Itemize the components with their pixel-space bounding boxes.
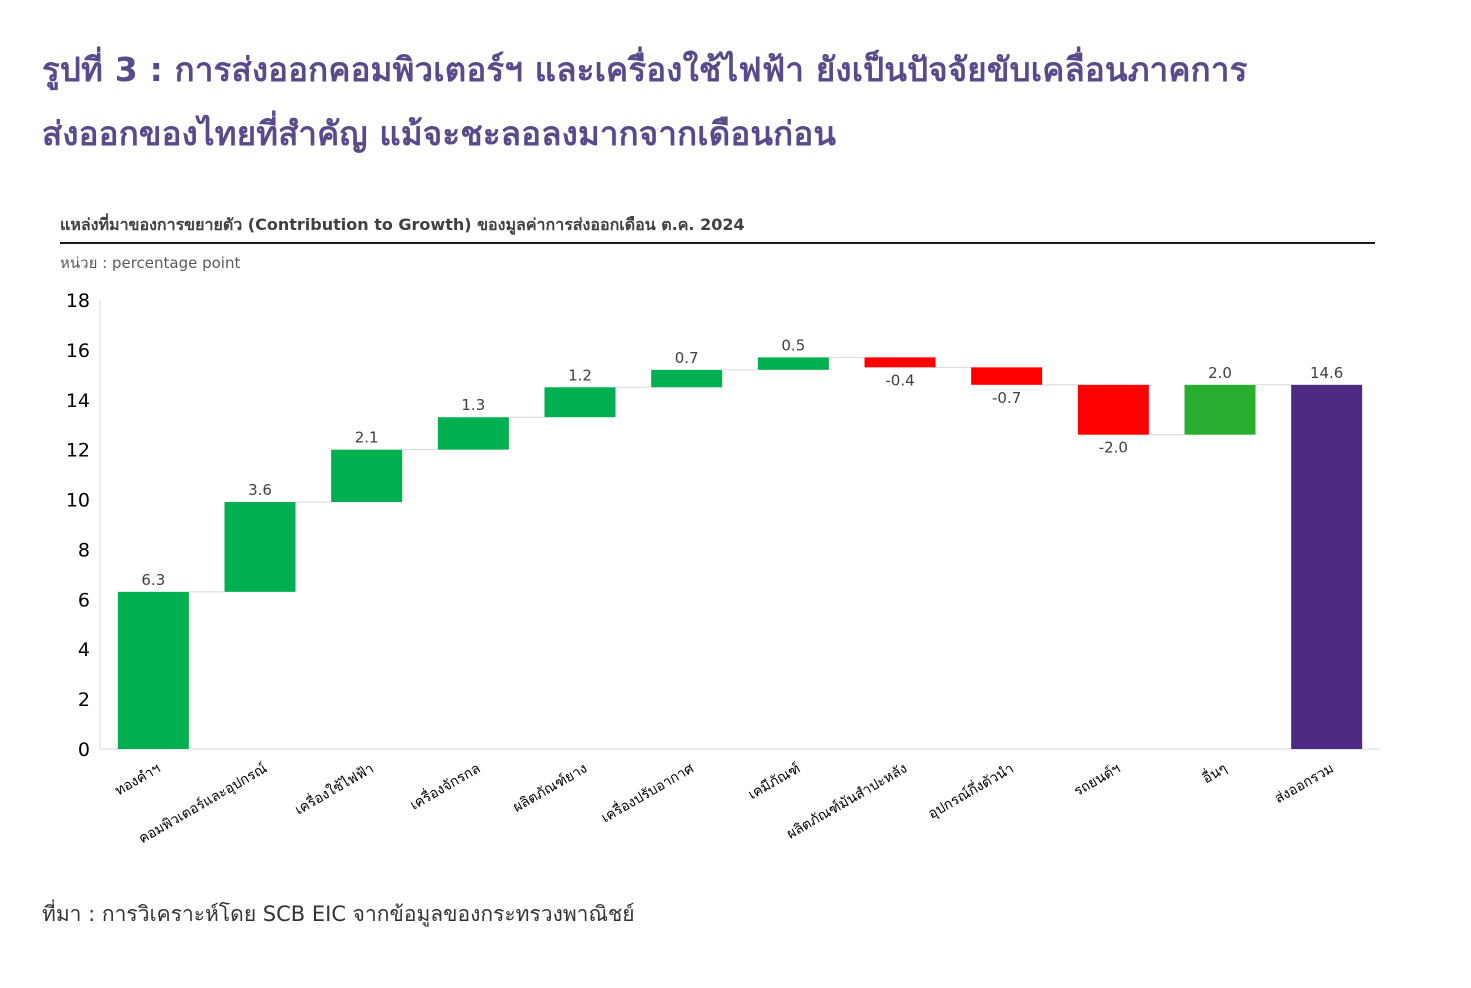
value-label: 0.5 xyxy=(781,336,805,354)
x-tick-label: รถยนต์ฯ xyxy=(1071,760,1123,800)
bar xyxy=(651,369,723,388)
value-label: 3.6 xyxy=(248,481,272,499)
x-tick-label: ทองคำฯ xyxy=(112,761,163,800)
waterfall-chart: 0 2 4 6 8 10 12 14 16 18 6.3 3.6 2.1 1.3 1.2 0.7 0.5 -0.… xyxy=(66,290,1380,847)
value-label: 14.6 xyxy=(1310,364,1343,382)
bar xyxy=(971,367,1043,385)
bar xyxy=(1184,384,1256,435)
source-note: ที่มา : การวิเคราะห์โดย SCB EIC จากข้อมู… xyxy=(42,902,635,926)
value-label: 0.7 xyxy=(675,349,699,367)
x-tick-label: อื่นๆ xyxy=(1199,759,1230,787)
bar xyxy=(1291,384,1363,749)
headline: รูปที่ 3 : การส่งออกคอมพิวเตอร์ฯ และเครื… xyxy=(42,38,1452,166)
x-tick-label: เคมีภัณฑ์ xyxy=(745,760,803,803)
connector-lines xyxy=(188,356,1292,593)
unit-label: หน่วย : percentage point xyxy=(60,254,241,272)
y-axis: 0 2 4 6 8 10 12 14 16 18 xyxy=(66,290,1380,761)
x-tick-label: เครื่องจักรกล xyxy=(407,759,484,814)
bars xyxy=(117,357,1363,749)
x-tick-label: ส่งออกรวม xyxy=(1272,761,1337,808)
x-tick-label: ผลิตภัณฑ์มันสำปะหลัง xyxy=(784,760,910,843)
chart-title: แหล่งที่มาของการขยายตัว (Contribution to… xyxy=(60,215,745,234)
bar xyxy=(224,502,296,592)
value-label: -0.7 xyxy=(992,389,1021,407)
y-tick-label: 8 xyxy=(78,539,90,561)
bar xyxy=(331,449,403,503)
bar xyxy=(544,387,616,418)
bar xyxy=(757,357,829,370)
y-tick-label: 10 xyxy=(66,490,90,512)
value-label: 1.2 xyxy=(568,366,592,384)
bar xyxy=(117,591,189,749)
headline-line-1: รูปที่ 3 : การส่งออกคอมพิวเตอร์ฯ และเครื… xyxy=(42,50,1248,89)
value-label: 6.3 xyxy=(141,571,165,589)
x-tick-label: อุปกรณ์กึ่งตัวนำ xyxy=(925,759,1017,823)
y-tick-label: 18 xyxy=(66,290,90,312)
y-tick-label: 16 xyxy=(66,340,90,362)
value-label: 2.1 xyxy=(355,429,379,447)
x-tick-label: เครื่องปรับอากาศ xyxy=(598,759,697,826)
value-label: 1.3 xyxy=(461,396,485,414)
value-labels: 6.3 3.6 2.1 1.3 1.2 0.7 0.5 -0.4 -0.7 -2.0 2.0 14.6 xyxy=(141,336,1343,588)
value-label: -2.0 xyxy=(1099,439,1128,457)
value-label: 2.0 xyxy=(1208,364,1232,382)
title-divider xyxy=(60,242,1375,244)
y-tick-label: 2 xyxy=(78,689,90,711)
x-tick-label: เครื่องใช้ไฟฟ้า xyxy=(291,759,376,819)
y-tick-label: 0 xyxy=(78,739,90,761)
bar xyxy=(437,417,509,450)
bar xyxy=(864,357,936,368)
y-tick-label: 6 xyxy=(78,589,90,611)
bar xyxy=(1077,384,1149,435)
x-tick-label: ผลิตภัณฑ์ยาง xyxy=(510,760,590,816)
value-label: -0.4 xyxy=(885,371,914,389)
y-tick-label: 14 xyxy=(66,390,90,412)
y-tick-label: 12 xyxy=(66,440,90,462)
y-tick-label: 4 xyxy=(78,639,90,661)
headline-line-2: ส่งออกของไทยที่สำคัญ แม้จะชะลอลงมากจากเด… xyxy=(42,114,837,153)
